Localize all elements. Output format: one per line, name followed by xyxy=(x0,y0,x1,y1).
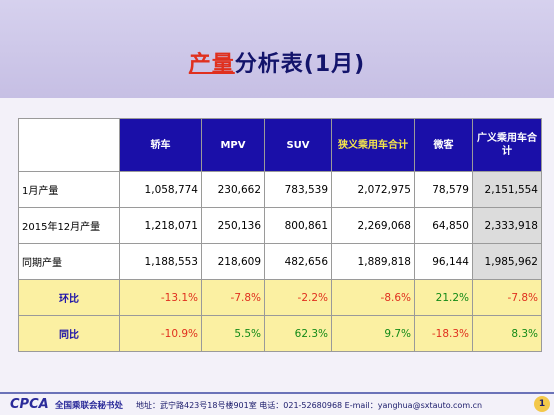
header-cell: 广义乘用车合计 xyxy=(472,118,542,172)
table-row: 同期产量 1,188,553 218,609 482,656 1,889,818… xyxy=(18,243,542,280)
footer-divider xyxy=(0,392,554,394)
table-cell: 1,985,962 xyxy=(472,243,542,280)
table-cell: 482,656 xyxy=(264,243,332,280)
ratio-cell: -10.9% xyxy=(119,315,202,352)
table-cell: 2,333,918 xyxy=(472,207,542,244)
ratio-cell: 9.7% xyxy=(331,315,415,352)
row-label: 2015年12月产量 xyxy=(18,207,120,244)
footer-contact: 地址：武宁路423号18号楼901室 电话：021-52680968 E-mai… xyxy=(136,401,483,410)
page-number: 1 xyxy=(534,396,550,412)
table-cell: 1,218,071 xyxy=(119,207,202,244)
ratio-cell: 5.5% xyxy=(201,315,265,352)
row-label: 同期产量 xyxy=(18,243,120,280)
title-rest: 分析表(1月) xyxy=(234,52,366,77)
header-row: 轿车 MPV SUV 狭义乘用车合计 微客 广义乘用车合计 xyxy=(18,118,542,172)
table-cell: 1,188,553 xyxy=(119,243,202,280)
ratio-cell: -13.1% xyxy=(119,279,202,316)
ratio-cell: 8.3% xyxy=(472,315,542,352)
row-label: 同比 xyxy=(18,315,120,352)
row-label: 1月产量 xyxy=(18,171,120,208)
table-cell: 78,579 xyxy=(414,171,473,208)
row-label: 环比 xyxy=(18,279,120,316)
ratio-cell: -8.6% xyxy=(331,279,415,316)
table-row: 环比 -13.1% -7.8% -2.2% -8.6% 21.2% -7.8% xyxy=(18,279,542,316)
table-cell: 2,269,068 xyxy=(331,207,415,244)
header-cell: MPV xyxy=(201,118,265,172)
table-cell: 218,609 xyxy=(201,243,265,280)
header-cell: 狭义乘用车合计 xyxy=(331,118,415,172)
table-cell: 2,151,554 xyxy=(472,171,542,208)
table-cell: 64,850 xyxy=(414,207,473,244)
table-row: 2015年12月产量 1,218,071 250,136 800,861 2,2… xyxy=(18,207,542,244)
table-cell: 250,136 xyxy=(201,207,265,244)
table-cell: 96,144 xyxy=(414,243,473,280)
header-cell: 轿车 xyxy=(119,118,202,172)
table-cell: 1,889,818 xyxy=(331,243,415,280)
ratio-cell: -7.8% xyxy=(201,279,265,316)
page-title: 产量分析表(1月) xyxy=(0,46,554,78)
org-name: 全国乘联会秘书处 xyxy=(55,401,124,411)
table-cell: 783,539 xyxy=(264,171,332,208)
table-row: 同比 -10.9% 5.5% 62.3% 9.7% -18.3% 8.3% xyxy=(18,315,542,352)
ratio-cell: -2.2% xyxy=(264,279,332,316)
table-cell: 1,058,774 xyxy=(119,171,202,208)
ratio-cell: -7.8% xyxy=(472,279,542,316)
ratio-cell: 21.2% xyxy=(414,279,473,316)
ratio-cell: 62.3% xyxy=(264,315,332,352)
header-corner xyxy=(18,118,120,172)
table-row: 1月产量 1,058,774 230,662 783,539 2,072,975… xyxy=(18,171,542,208)
ratio-cell: -18.3% xyxy=(414,315,473,352)
production-table: 轿车 MPV SUV 狭义乘用车合计 微客 广义乘用车合计 1月产量 1,058… xyxy=(18,118,542,352)
table-cell: 800,861 xyxy=(264,207,332,244)
header-cell: SUV xyxy=(264,118,332,172)
header-cell: 微客 xyxy=(414,118,473,172)
cpca-logo: CPCA xyxy=(10,397,49,412)
title-highlight: 产量 xyxy=(188,52,235,77)
table-cell: 2,072,975 xyxy=(331,171,415,208)
title-band xyxy=(0,0,554,98)
table-cell: 230,662 xyxy=(201,171,265,208)
